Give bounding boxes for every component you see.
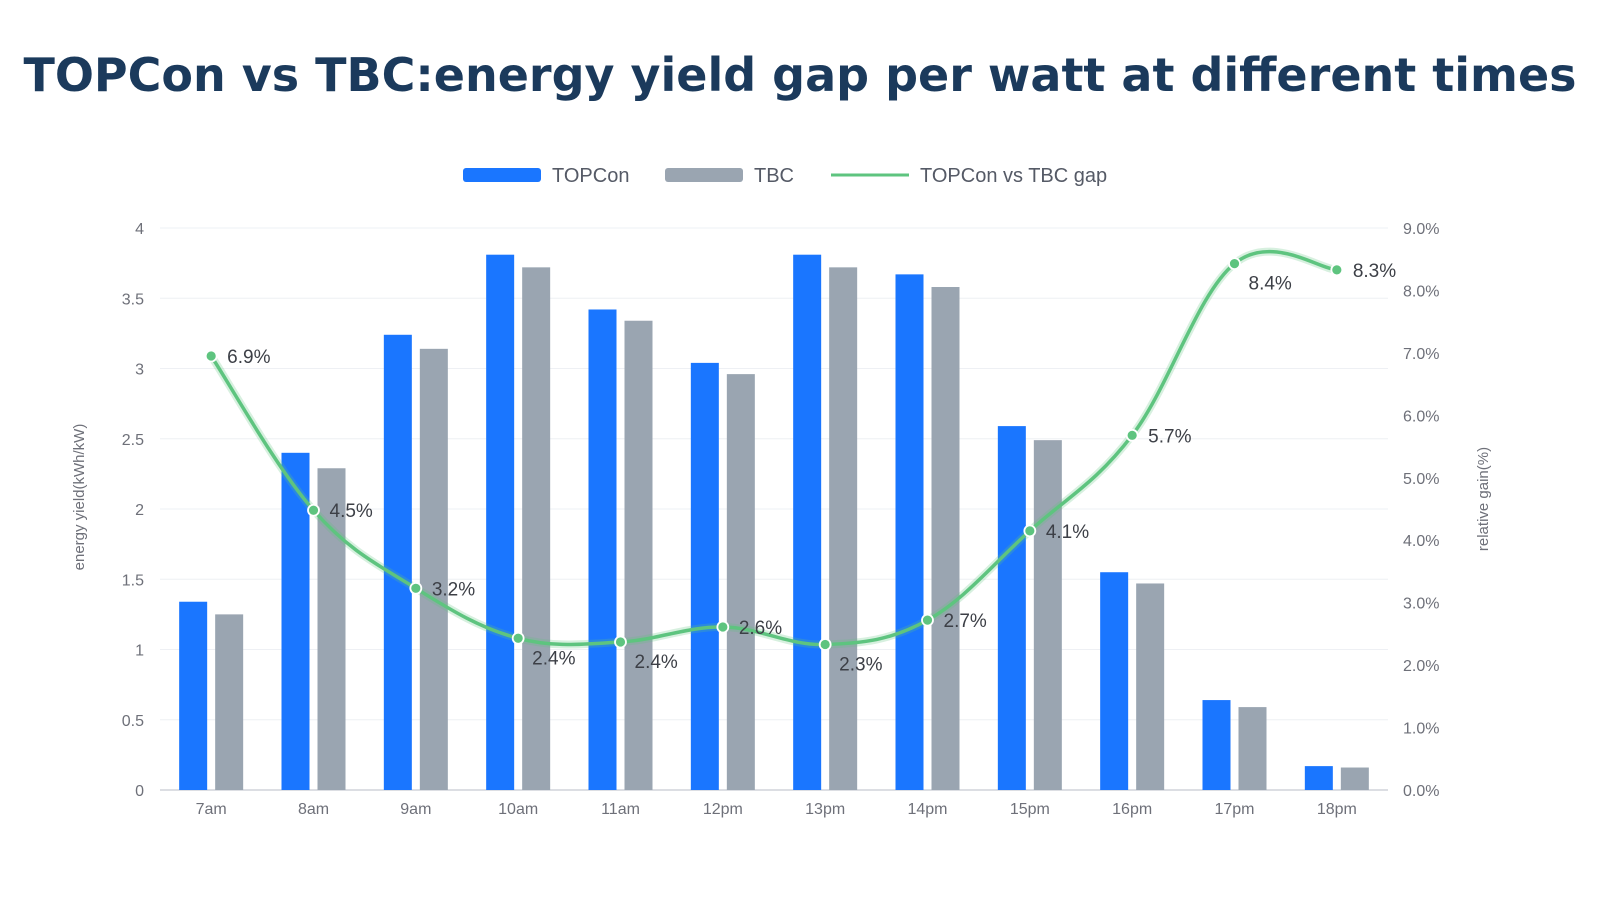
- x-tick-label: 9am: [400, 801, 431, 818]
- legend-swatch[interactable]: [463, 168, 541, 182]
- x-tick-label: 16pm: [1112, 801, 1152, 818]
- gap-data-label: 2.4%: [635, 652, 678, 673]
- chart-title: TOPCon vs TBC:energy yield gap per watt …: [23, 48, 1577, 102]
- y2-tick-label: 3.0%: [1403, 596, 1439, 613]
- gap-data-label: 2.4%: [532, 648, 575, 669]
- y-tick-label: 4: [135, 221, 144, 238]
- bar-topcon: [486, 254, 515, 790]
- y-tick-label: 1: [135, 643, 144, 660]
- y2-tick-label: 9.0%: [1403, 221, 1439, 238]
- gap-point: [921, 613, 934, 627]
- y-tick-label: 2: [135, 502, 144, 519]
- bar-topcon: [690, 362, 719, 790]
- y-tick-label: 0: [135, 783, 144, 800]
- y-tick-label: 0.5: [122, 713, 144, 730]
- gap-point: [1125, 428, 1139, 442]
- x-tick-label: 11am: [601, 801, 640, 818]
- gap-data-label: 3.2%: [432, 579, 475, 600]
- bar-tbc: [419, 348, 448, 790]
- bar-tbc: [1238, 707, 1267, 790]
- bar-tbc: [522, 267, 551, 791]
- bar-topcon: [383, 334, 412, 790]
- gap-data-label: 2.7%: [944, 611, 987, 632]
- x-tick-label: 15pm: [1010, 801, 1050, 818]
- gap-data-label: 5.7%: [1148, 426, 1191, 447]
- gap-data-label: 4.5%: [330, 501, 373, 522]
- gap-point: [307, 503, 320, 517]
- gap-data-label: 8.4%: [1249, 274, 1292, 295]
- y2-tick-label: 0.0%: [1403, 783, 1439, 800]
- x-tick-label: 12pm: [703, 801, 743, 818]
- y-tick-label: 1.5: [122, 572, 144, 589]
- y2-tick-label: 2.0%: [1403, 658, 1439, 675]
- x-tick-label: 18pm: [1317, 801, 1357, 818]
- gap-data-label: 2.3%: [839, 655, 882, 676]
- bar-topcon: [281, 452, 310, 790]
- y-tick-label: 3: [135, 362, 144, 379]
- gap-point: [409, 581, 423, 595]
- y2-tick-label: 7.0%: [1403, 346, 1439, 363]
- gap-data-label: 4.1%: [1046, 522, 1089, 543]
- legend-item-label[interactable]: TOPCon vs TBC gap: [920, 165, 1107, 187]
- bar-tbc: [1136, 583, 1165, 790]
- bar-topcon: [1100, 572, 1129, 790]
- bar-tbc: [1033, 440, 1062, 790]
- gap-line: [209, 249, 1338, 647]
- bar-tbc: [829, 267, 858, 791]
- bar-topcon: [1304, 766, 1333, 790]
- gap-point: [614, 635, 627, 649]
- x-tick-label: 17pm: [1214, 801, 1254, 818]
- gap-data-label: 2.6%: [739, 618, 782, 639]
- gap-point: [204, 349, 218, 363]
- bar-tbc: [931, 287, 960, 790]
- gap-point: [511, 631, 525, 645]
- gap-line-glow: [207, 247, 1338, 649]
- gap-point: [1228, 257, 1241, 270]
- bar-topcon: [179, 601, 208, 790]
- bar-tbc: [624, 320, 653, 790]
- y2-tick-label: 8.0%: [1403, 283, 1439, 300]
- legend-item-label[interactable]: TOPCon: [552, 165, 629, 187]
- bar-topcon: [997, 426, 1026, 790]
- y-axis-label: energy yield(kWh/kW): [71, 424, 88, 571]
- x-tick-label: 14pm: [907, 801, 947, 818]
- y-tick-label: 2.5: [122, 432, 144, 449]
- x-tick-label: 8am: [298, 801, 329, 818]
- legend-item-label[interactable]: TBC: [754, 165, 794, 187]
- y2-tick-label: 1.0%: [1403, 721, 1439, 738]
- bar-topcon: [1202, 700, 1231, 790]
- y2-tick-label: 4.0%: [1403, 533, 1439, 550]
- bar-topcon: [793, 254, 822, 790]
- gap-point: [716, 620, 730, 634]
- x-tick-label: 7am: [196, 801, 227, 818]
- gap-data-label: 6.9%: [227, 347, 270, 368]
- gap-data-label: 8.3%: [1353, 261, 1396, 282]
- bar-tbc: [726, 374, 755, 790]
- gap-point: [1023, 524, 1037, 538]
- y2-tick-label: 5.0%: [1403, 471, 1439, 488]
- y2-axis-label: relative gain(%): [1475, 447, 1492, 551]
- x-tick-label: 10am: [498, 801, 538, 818]
- bar-topcon: [895, 274, 924, 790]
- legend-swatch[interactable]: [665, 168, 743, 182]
- y-tick-label: 3.5: [122, 291, 144, 308]
- x-tick-label: 13pm: [805, 801, 845, 818]
- bar-topcon: [588, 309, 617, 790]
- bar-tbc: [215, 614, 244, 790]
- gap-point: [818, 638, 832, 651]
- y2-tick-label: 6.0%: [1403, 408, 1439, 425]
- bar-tbc: [1340, 767, 1369, 790]
- gap-point: [1330, 263, 1344, 277]
